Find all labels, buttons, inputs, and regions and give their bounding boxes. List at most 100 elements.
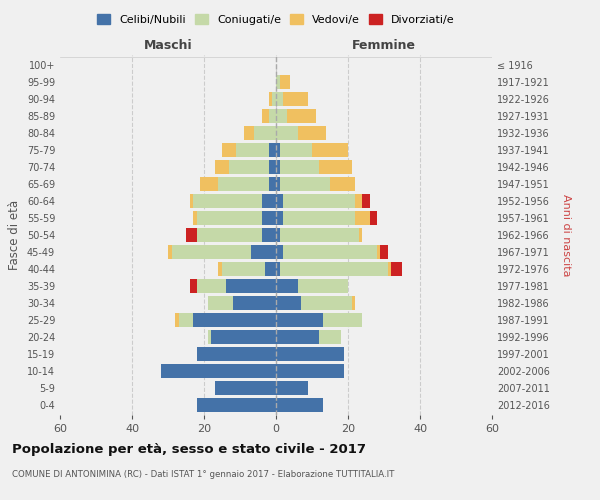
- Bar: [388, 262, 391, 276]
- Bar: [283, 245, 377, 259]
- Bar: [312, 143, 348, 158]
- Bar: [251, 245, 276, 259]
- Bar: [301, 296, 352, 310]
- Bar: [319, 330, 341, 344]
- Text: Femmine: Femmine: [352, 38, 416, 52]
- Bar: [262, 194, 276, 208]
- Bar: [197, 398, 276, 412]
- Bar: [161, 364, 276, 378]
- Legend: Celibi/Nubili, Coniugati/e, Vedovi/e, Divorziati/e: Celibi/Nubili, Coniugati/e, Vedovi/e, Di…: [94, 10, 458, 28]
- Bar: [352, 296, 355, 310]
- Bar: [355, 194, 362, 208]
- Bar: [276, 160, 280, 174]
- Bar: [168, 245, 172, 259]
- Bar: [208, 330, 211, 344]
- Bar: [330, 177, 355, 192]
- Bar: [276, 278, 298, 293]
- Bar: [276, 177, 280, 192]
- Bar: [190, 194, 193, 208]
- Bar: [276, 245, 283, 259]
- Text: Maschi: Maschi: [143, 38, 193, 52]
- Bar: [280, 160, 319, 174]
- Bar: [380, 245, 388, 259]
- Bar: [276, 380, 308, 395]
- Bar: [280, 228, 359, 242]
- Bar: [197, 211, 262, 225]
- Bar: [193, 312, 276, 327]
- Bar: [370, 211, 377, 225]
- Bar: [193, 211, 197, 225]
- Bar: [269, 177, 276, 192]
- Bar: [262, 211, 276, 225]
- Bar: [262, 109, 269, 124]
- Bar: [193, 194, 262, 208]
- Bar: [276, 364, 344, 378]
- Bar: [218, 177, 269, 192]
- Bar: [190, 278, 197, 293]
- Bar: [359, 228, 362, 242]
- Bar: [362, 194, 370, 208]
- Bar: [244, 126, 254, 140]
- Bar: [276, 109, 287, 124]
- Bar: [272, 92, 276, 106]
- Bar: [215, 380, 276, 395]
- Bar: [197, 278, 226, 293]
- Bar: [283, 194, 355, 208]
- Bar: [355, 211, 370, 225]
- Bar: [215, 160, 229, 174]
- Y-axis label: Anni di nascita: Anni di nascita: [561, 194, 571, 276]
- Bar: [276, 126, 298, 140]
- Bar: [276, 398, 323, 412]
- Bar: [276, 312, 323, 327]
- Text: COMUNE DI ANTONIMINA (RC) - Dati ISTAT 1° gennaio 2017 - Elaborazione TUTTITALIA: COMUNE DI ANTONIMINA (RC) - Dati ISTAT 1…: [12, 470, 394, 479]
- Bar: [280, 75, 290, 90]
- Bar: [254, 126, 276, 140]
- Bar: [280, 143, 312, 158]
- Bar: [226, 278, 276, 293]
- Bar: [211, 330, 276, 344]
- Bar: [319, 160, 352, 174]
- Bar: [179, 312, 193, 327]
- Bar: [208, 296, 233, 310]
- Bar: [197, 228, 262, 242]
- Bar: [280, 177, 330, 192]
- Bar: [283, 92, 308, 106]
- Bar: [236, 143, 269, 158]
- Bar: [377, 245, 380, 259]
- Bar: [186, 228, 197, 242]
- Bar: [323, 312, 362, 327]
- Bar: [276, 296, 301, 310]
- Bar: [298, 126, 326, 140]
- Bar: [197, 346, 276, 361]
- Text: Popolazione per età, sesso e stato civile - 2017: Popolazione per età, sesso e stato civil…: [12, 442, 366, 456]
- Bar: [276, 262, 280, 276]
- Bar: [218, 262, 222, 276]
- Bar: [200, 177, 218, 192]
- Bar: [222, 262, 265, 276]
- Bar: [265, 262, 276, 276]
- Bar: [287, 109, 316, 124]
- Bar: [280, 262, 388, 276]
- Bar: [269, 160, 276, 174]
- Bar: [276, 75, 280, 90]
- Bar: [276, 92, 283, 106]
- Bar: [283, 211, 355, 225]
- Bar: [269, 92, 272, 106]
- Bar: [298, 278, 348, 293]
- Bar: [229, 160, 269, 174]
- Bar: [276, 194, 283, 208]
- Bar: [233, 296, 276, 310]
- Bar: [276, 330, 319, 344]
- Bar: [222, 143, 236, 158]
- Bar: [262, 228, 276, 242]
- Bar: [269, 109, 276, 124]
- Bar: [276, 211, 283, 225]
- Bar: [172, 245, 251, 259]
- Bar: [391, 262, 402, 276]
- Bar: [276, 143, 280, 158]
- Bar: [276, 228, 280, 242]
- Bar: [269, 143, 276, 158]
- Bar: [175, 312, 179, 327]
- Bar: [276, 346, 344, 361]
- Y-axis label: Fasce di età: Fasce di età: [8, 200, 21, 270]
